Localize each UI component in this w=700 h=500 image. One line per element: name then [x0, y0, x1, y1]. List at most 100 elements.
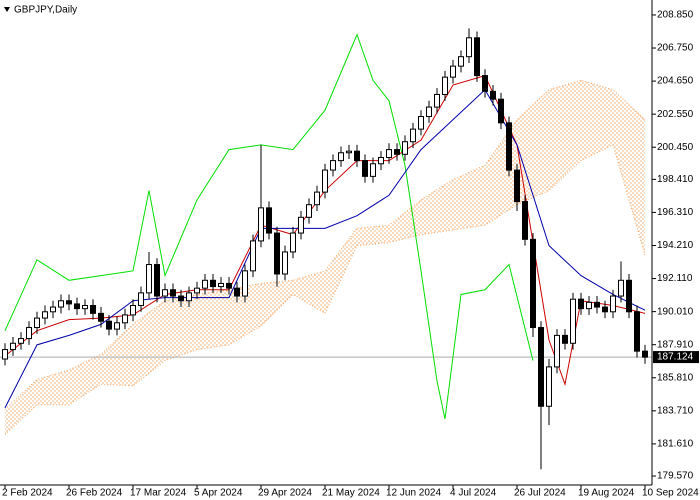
y-tick-label: 185.810	[657, 372, 694, 383]
candle-body	[234, 287, 240, 297]
candle-body	[474, 37, 480, 77]
candle-body	[186, 292, 192, 302]
candle-body	[242, 270, 248, 297]
x-tick-label: 29 Apr 2024	[258, 488, 312, 499]
candle-body	[386, 149, 392, 158]
candle-body	[450, 65, 456, 78]
candle-body	[434, 93, 440, 108]
candle-body	[530, 238, 536, 329]
candle-body	[562, 334, 568, 344]
candle-body	[610, 295, 616, 313]
candle-body	[130, 304, 136, 316]
candle-body	[10, 342, 16, 351]
candle-body	[362, 160, 368, 177]
x-tick-label: 21 May 2024	[322, 488, 380, 499]
candle-body	[442, 76, 448, 95]
candle-body	[522, 201, 528, 240]
candle-body	[138, 292, 144, 306]
candle-body	[42, 311, 48, 319]
x-tick-label: 26 Jul 2024	[514, 488, 566, 499]
candle-body	[18, 338, 24, 344]
candle-body	[202, 279, 208, 289]
candle-body	[274, 232, 280, 275]
candle-body	[402, 141, 408, 155]
candle-body	[98, 312, 104, 322]
candle-body	[602, 306, 608, 313]
candle-body	[322, 169, 328, 193]
y-tick-label: 194.210	[657, 240, 694, 251]
x-tick-label: 19 Aug 2024	[578, 488, 635, 499]
y-tick-label: 187.910	[657, 339, 694, 350]
candle-body	[634, 311, 640, 352]
y-tick-label: 206.750	[657, 43, 694, 54]
candle-body	[498, 98, 504, 124]
candle-body	[258, 207, 264, 242]
candle-body	[490, 90, 496, 100]
candle-body	[330, 160, 336, 171]
candle-body	[346, 150, 352, 154]
candle-body	[458, 56, 464, 67]
last-price-box	[653, 351, 699, 364]
x-tick-label: 10 Sep 2024	[642, 488, 699, 499]
y-tick-label: 179.570	[657, 471, 694, 482]
candle-body	[218, 282, 224, 288]
candle-body	[2, 349, 8, 360]
candle-body	[194, 287, 200, 294]
candle-body	[122, 314, 128, 324]
candle-body	[418, 116, 424, 130]
candle-body	[26, 327, 32, 340]
candle-body	[50, 306, 56, 313]
chart-title: GBPJPY,Daily	[14, 5, 77, 16]
plot-area	[0, 28, 652, 470]
candle-body	[154, 264, 160, 297]
candle-body	[578, 298, 584, 310]
candle-body	[34, 317, 40, 329]
x-tick-label: 5 Apr 2024	[194, 488, 243, 499]
candle-body	[394, 149, 400, 155]
candle-body	[106, 320, 112, 330]
x-tick-label: 17 Mar 2024	[130, 488, 187, 499]
candle-body	[74, 303, 80, 310]
y-tick-label: 190.010	[657, 306, 694, 317]
candle-body	[642, 350, 648, 358]
candle-body	[306, 204, 312, 218]
candle-body	[482, 75, 488, 92]
y-tick-label: 183.710	[657, 405, 694, 416]
candle-body	[354, 150, 360, 162]
candle-body	[554, 334, 560, 368]
candle-body	[338, 152, 344, 162]
candle-body	[114, 322, 120, 330]
candle-body	[178, 295, 184, 302]
y-tick-label: 192.110	[657, 273, 693, 284]
candle-body	[378, 156, 384, 165]
symbol-menu-icon[interactable]	[4, 7, 10, 12]
last-price-label: 187.124	[657, 352, 694, 363]
candle-body	[314, 191, 320, 206]
y-tick-label: 200.450	[657, 142, 694, 153]
candle-body	[538, 327, 544, 407]
candle-body	[226, 282, 232, 289]
candle-body	[546, 366, 552, 407]
candle-body	[162, 289, 168, 297]
candle-body	[66, 300, 72, 305]
candle-body	[506, 122, 512, 171]
candle-body	[426, 106, 432, 118]
candle-body	[570, 298, 576, 344]
indicator-line	[4, 88, 646, 409]
x-tick-label: 12 Jun 2024	[386, 488, 441, 499]
candle-body	[514, 169, 520, 203]
candle-body	[170, 289, 176, 297]
candle-body	[210, 279, 216, 288]
candle-body	[626, 279, 632, 313]
candle-body	[298, 216, 304, 234]
candle-body	[90, 304, 96, 314]
y-tick-label: 204.650	[657, 76, 694, 87]
y-tick-label: 196.310	[657, 207, 694, 218]
candle-body	[410, 128, 416, 143]
y-tick-label: 202.550	[657, 109, 694, 120]
candle-body	[250, 240, 256, 272]
x-tick-label: 4 Jul 2024	[450, 488, 497, 499]
candle-body	[82, 304, 88, 310]
